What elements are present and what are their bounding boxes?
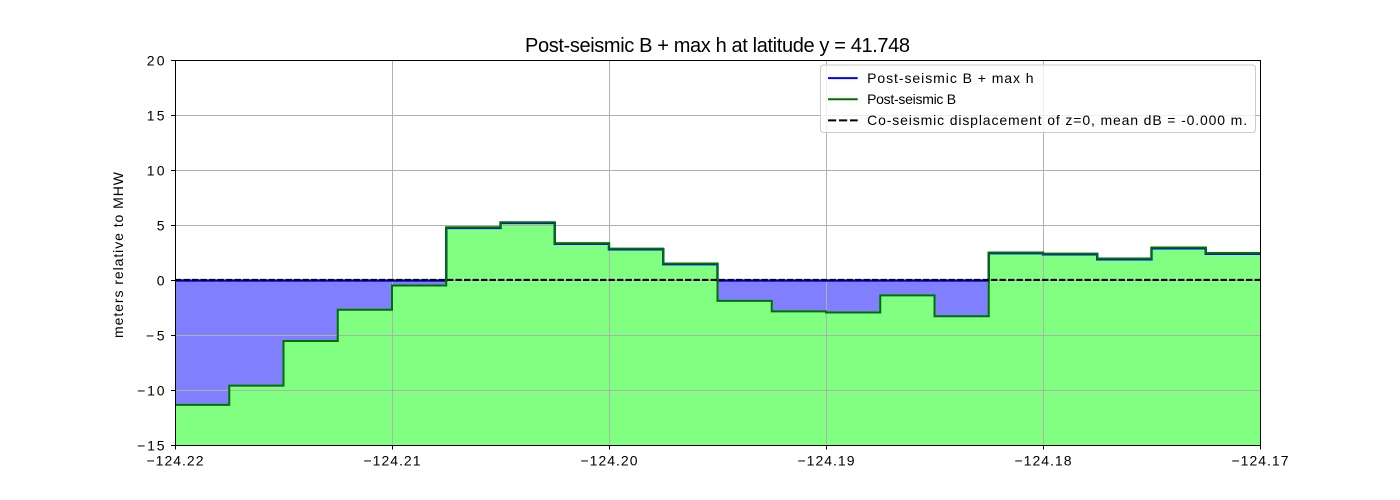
svg-text:0: 0: [157, 273, 165, 289]
svg-text:Post-seismic B: Post-seismic B: [867, 91, 956, 107]
svg-text:15: 15: [147, 108, 165, 124]
svg-text:20: 20: [147, 53, 165, 69]
svg-text:−124.21: −124.21: [364, 453, 421, 469]
svg-text:−15: −15: [137, 438, 165, 454]
svg-text:−124.18: −124.18: [1015, 453, 1072, 469]
svg-text:10: 10: [147, 163, 165, 179]
svg-text:5: 5: [157, 218, 165, 234]
svg-text:−124.17: −124.17: [1232, 453, 1289, 469]
svg-text:Post-seismic B + max h: Post-seismic B + max h: [867, 70, 1034, 86]
svg-text:−124.20: −124.20: [581, 453, 638, 469]
svg-text:Post-seismic B + max h at lati: Post-seismic B + max h at latitude y = 4…: [525, 35, 910, 57]
svg-text:−124.22: −124.22: [147, 453, 204, 469]
svg-text:Co-seismic displacement of z=0: Co-seismic displacement of z=0, mean dB …: [867, 112, 1247, 128]
svg-text:−10: −10: [137, 383, 165, 399]
svg-text:meters relative to MHW: meters relative to MHW: [110, 171, 126, 338]
svg-text:−124.19: −124.19: [798, 453, 855, 469]
